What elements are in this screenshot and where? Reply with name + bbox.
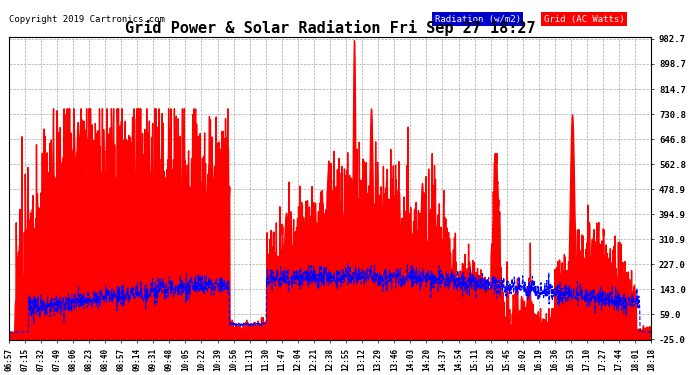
- Text: Grid (AC Watts): Grid (AC Watts): [544, 15, 624, 24]
- Title: Grid Power & Solar Radiation Fri Sep 27 18:27: Grid Power & Solar Radiation Fri Sep 27 …: [125, 20, 535, 36]
- Text: Radiation (w/m2): Radiation (w/m2): [435, 15, 521, 24]
- Text: Copyright 2019 Cartronics.com: Copyright 2019 Cartronics.com: [9, 15, 164, 24]
